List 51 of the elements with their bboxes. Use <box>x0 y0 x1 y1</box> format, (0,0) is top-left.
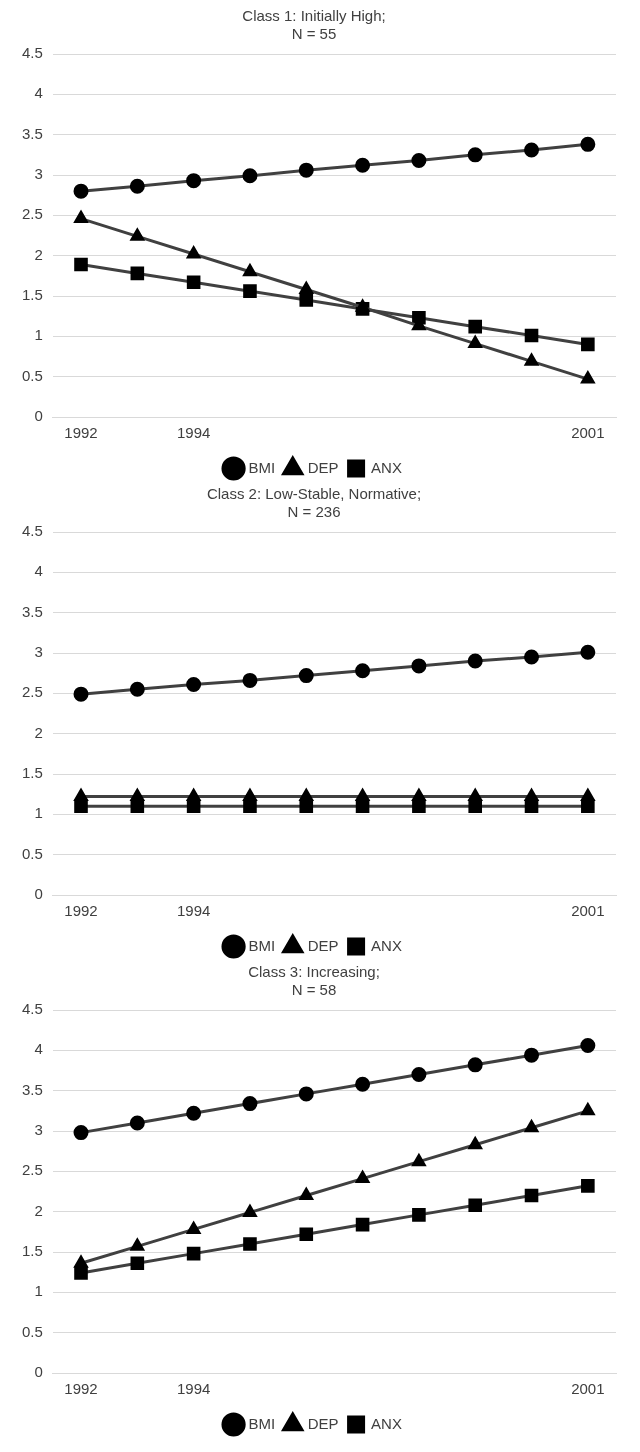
y-tick-label: 0 <box>34 885 43 903</box>
y-tick-label: 4 <box>34 84 43 102</box>
x-tick-label: 1992 <box>64 424 98 442</box>
legend-label: ANX <box>371 458 402 476</box>
y-tick-label: 3 <box>34 165 43 183</box>
y-tick-label: 2 <box>34 1201 43 1219</box>
x-tick-label: 2001 <box>571 902 605 920</box>
y-tick-label: 4 <box>34 562 43 580</box>
y-tick-label: 3.5 <box>21 602 43 620</box>
y-tick-label: 4.5 <box>21 44 43 62</box>
chart-title: Class 2: Low-Stable, Normative; N = 236 <box>206 485 422 521</box>
chart-title: Class 1: Initially High; N = 55 <box>242 7 386 43</box>
chart-title: Class 3: Increasing; N = 58 <box>248 963 380 999</box>
y-tick-label: 0.5 <box>21 366 43 384</box>
y-tick-label: 1.5 <box>21 1242 43 1260</box>
y-tick-label: 1.5 <box>21 764 43 782</box>
y-tick-label: 2.5 <box>21 683 43 701</box>
y-tick-label: 0 <box>34 1363 43 1381</box>
x-tick-label: 2001 <box>571 424 605 442</box>
x-tick-label: 1994 <box>176 902 211 920</box>
x-tick-label: 1994 <box>176 424 211 442</box>
y-tick-label: 1 <box>34 804 43 822</box>
y-tick-label: 0.5 <box>21 844 43 862</box>
y-tick-label: 2.5 <box>21 1161 43 1179</box>
legend-label: ANX <box>371 1414 402 1432</box>
y-tick-label: 3.5 <box>21 1080 43 1098</box>
y-tick-label: 1.5 <box>21 286 43 304</box>
x-tick-label: 1992 <box>64 902 98 920</box>
y-tick-label: 1 <box>34 1282 43 1300</box>
legend-label: DEP <box>307 1414 339 1432</box>
x-tick-label: 2001 <box>571 1380 605 1398</box>
y-tick-label: 2 <box>34 723 43 741</box>
legend-label: BMI <box>248 458 276 476</box>
y-tick-label: 3 <box>34 643 43 661</box>
x-tick-label: 1994 <box>176 1380 211 1398</box>
y-tick-label: 2 <box>34 245 43 263</box>
legend-label: ANX <box>371 936 402 954</box>
y-tick-label: 4.5 <box>21 522 43 540</box>
legend-label: BMI <box>248 1414 276 1432</box>
y-tick-label: 4.5 <box>21 1000 43 1018</box>
legend-label: DEP <box>307 458 339 476</box>
y-tick-label: 2.5 <box>21 205 43 223</box>
y-tick-label: 3.5 <box>21 124 43 142</box>
legend-label: DEP <box>307 936 339 954</box>
y-tick-label: 0.5 <box>21 1322 43 1340</box>
legend-label: BMI <box>248 936 276 954</box>
y-tick-label: 0 <box>34 407 43 425</box>
x-tick-label: 1992 <box>64 1380 98 1398</box>
y-tick-label: 4 <box>34 1040 43 1058</box>
y-tick-label: 1 <box>34 326 43 344</box>
y-tick-label: 3 <box>34 1121 43 1139</box>
